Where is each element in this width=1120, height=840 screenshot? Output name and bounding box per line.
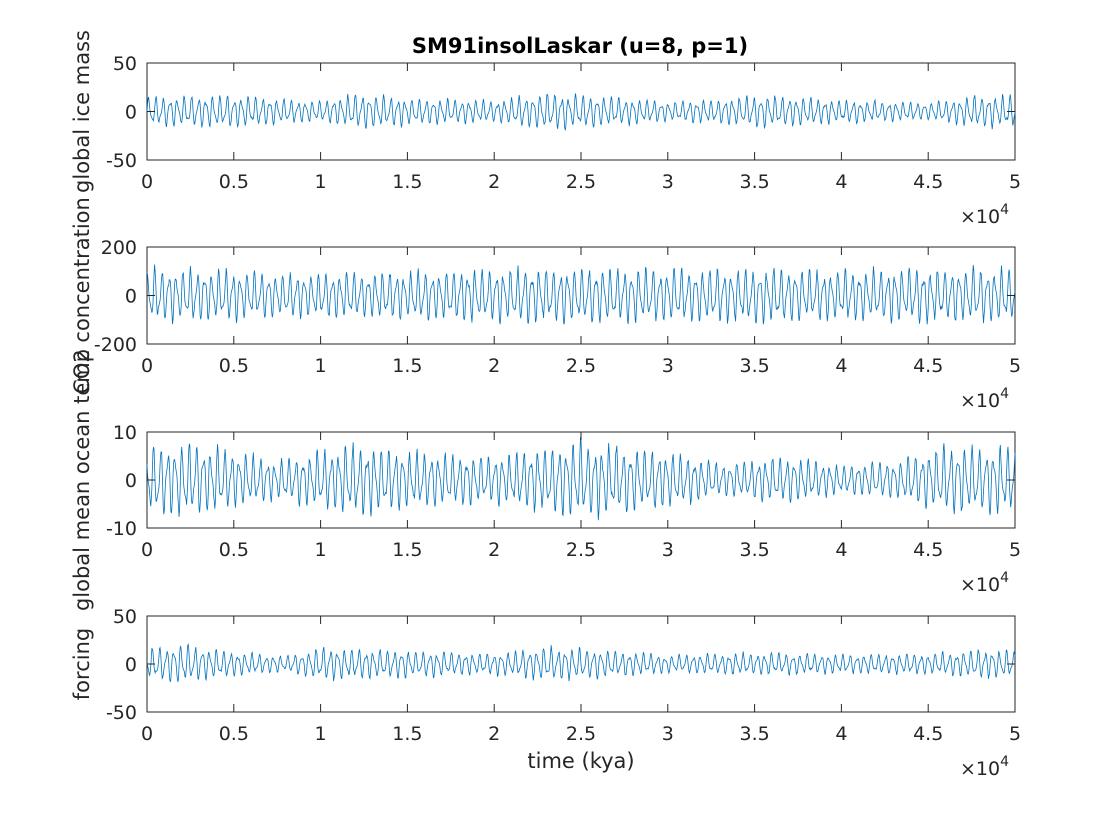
x-tick-label: 4 xyxy=(835,723,847,745)
x-axis-label: time (kya) xyxy=(527,749,634,773)
x-tick-label: 3.5 xyxy=(739,171,769,193)
x-tick-label: 0.5 xyxy=(219,539,249,561)
x-tick-label: 5 xyxy=(1009,723,1021,745)
x-tick-label: 3 xyxy=(662,171,674,193)
x-tick-label: 1 xyxy=(315,171,327,193)
y-tick-label: 50 xyxy=(113,53,137,75)
x-tick-label: 3 xyxy=(662,539,674,561)
x-tick-label: 5 xyxy=(1009,171,1021,193)
y-axis-label: global ice mass xyxy=(70,30,94,193)
x-tick-label: 0 xyxy=(141,171,153,193)
x-tick-label: 0.5 xyxy=(219,171,249,193)
x-tick-label: 3.5 xyxy=(739,355,769,377)
x-tick-label: 0 xyxy=(141,723,153,745)
y-tick-label: -200 xyxy=(94,334,137,356)
x-tick-label: 0 xyxy=(141,539,153,561)
y-tick-label: -50 xyxy=(106,150,137,172)
y-tick-label: 50 xyxy=(113,606,137,628)
x-tick-label: 5 xyxy=(1009,355,1021,377)
y-axis-label: global mean ocean temp xyxy=(70,349,94,611)
axes-box xyxy=(147,247,1015,344)
x-tick-label: 1 xyxy=(315,355,327,377)
y-tick-label: -10 xyxy=(106,518,137,540)
x-tick-label: 2.5 xyxy=(566,723,596,745)
x-tick-label: 1 xyxy=(315,723,327,745)
x-tick-label: 0.5 xyxy=(219,355,249,377)
x-tick-label: 3.5 xyxy=(739,723,769,745)
y-tick-label: 10 xyxy=(113,422,137,444)
x-tick-label: 1.5 xyxy=(392,355,422,377)
x-tick-label: 4 xyxy=(835,539,847,561)
x-tick-label: 4.5 xyxy=(913,171,943,193)
y-axis-label: forcing xyxy=(70,628,94,700)
x-tick-label: 2 xyxy=(488,539,500,561)
y-tick-label: 200 xyxy=(101,237,137,259)
y-tick-label: 0 xyxy=(125,654,137,676)
y-tick-label: 0 xyxy=(125,286,137,308)
x-tick-label: 1.5 xyxy=(392,723,422,745)
x-tick-label: 2 xyxy=(488,723,500,745)
x-tick-label: 5 xyxy=(1009,539,1021,561)
x-tick-label: 4 xyxy=(835,171,847,193)
y-tick-label: -50 xyxy=(106,702,137,724)
y-tick-label: 0 xyxy=(125,470,137,492)
x-tick-label: 2.5 xyxy=(566,171,596,193)
x-tick-label: 3.5 xyxy=(739,539,769,561)
x-tick-label: 4.5 xyxy=(913,723,943,745)
x-tick-label: 3 xyxy=(662,723,674,745)
x-tick-label: 1 xyxy=(315,539,327,561)
x-tick-label: 0.5 xyxy=(219,723,249,745)
x-tick-label: 1.5 xyxy=(392,539,422,561)
figure-title: SM91insolLaskar (u=8, p=1) xyxy=(412,34,748,58)
x-tick-label: 2.5 xyxy=(566,355,596,377)
axes-box xyxy=(147,63,1015,160)
y-tick-label: 0 xyxy=(125,102,137,124)
x-tick-label: 0 xyxy=(141,355,153,377)
x-tick-label: 4 xyxy=(835,355,847,377)
x-tick-label: 3 xyxy=(662,355,674,377)
x-tick-label: 2.5 xyxy=(566,539,596,561)
x-tick-label: 4.5 xyxy=(913,355,943,377)
x-tick-label: 2 xyxy=(488,355,500,377)
x-tick-label: 1.5 xyxy=(392,171,422,193)
x-tick-label: 4.5 xyxy=(913,539,943,561)
x-tick-label: 2 xyxy=(488,171,500,193)
